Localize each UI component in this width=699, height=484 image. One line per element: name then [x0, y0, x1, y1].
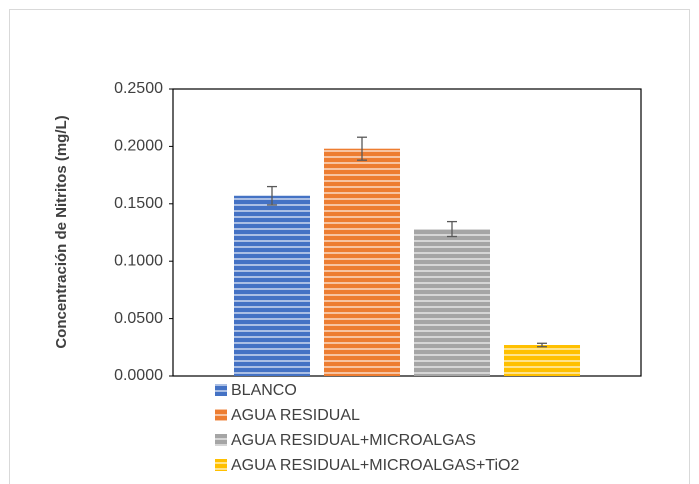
bar	[324, 148, 400, 376]
bar	[414, 229, 490, 376]
error-bar	[357, 136, 367, 161]
error-bar	[447, 220, 457, 238]
y-tick-label: 0.2500	[114, 80, 163, 97]
bar	[504, 345, 580, 376]
plot-area	[172, 88, 642, 377]
y-tick-label: 0.1000	[114, 252, 163, 269]
legend-swatch	[215, 459, 227, 471]
legend-label: AGUA RESIDUAL+MICROALGAS+TiO2	[231, 457, 519, 474]
legend-label: AGUA RESIDUAL+MICROALGAS	[231, 432, 476, 449]
y-axis-label: Concentración de Nitritos (mg/L)	[53, 115, 70, 348]
y-tick-label: 0.1500	[114, 195, 163, 212]
error-bar	[267, 185, 277, 206]
y-tick-label: 0.0000	[114, 367, 163, 384]
bar	[234, 195, 310, 376]
legend-swatch	[215, 434, 227, 446]
error-bar	[537, 342, 547, 348]
legend-swatch	[215, 409, 227, 421]
y-tick-label: 0.2000	[114, 138, 163, 155]
y-tick-label: 0.0500	[114, 310, 163, 327]
legend-swatch	[215, 384, 227, 396]
legend-label: BLANCO	[231, 382, 297, 399]
legend-label: AGUA RESIDUAL	[231, 407, 360, 424]
